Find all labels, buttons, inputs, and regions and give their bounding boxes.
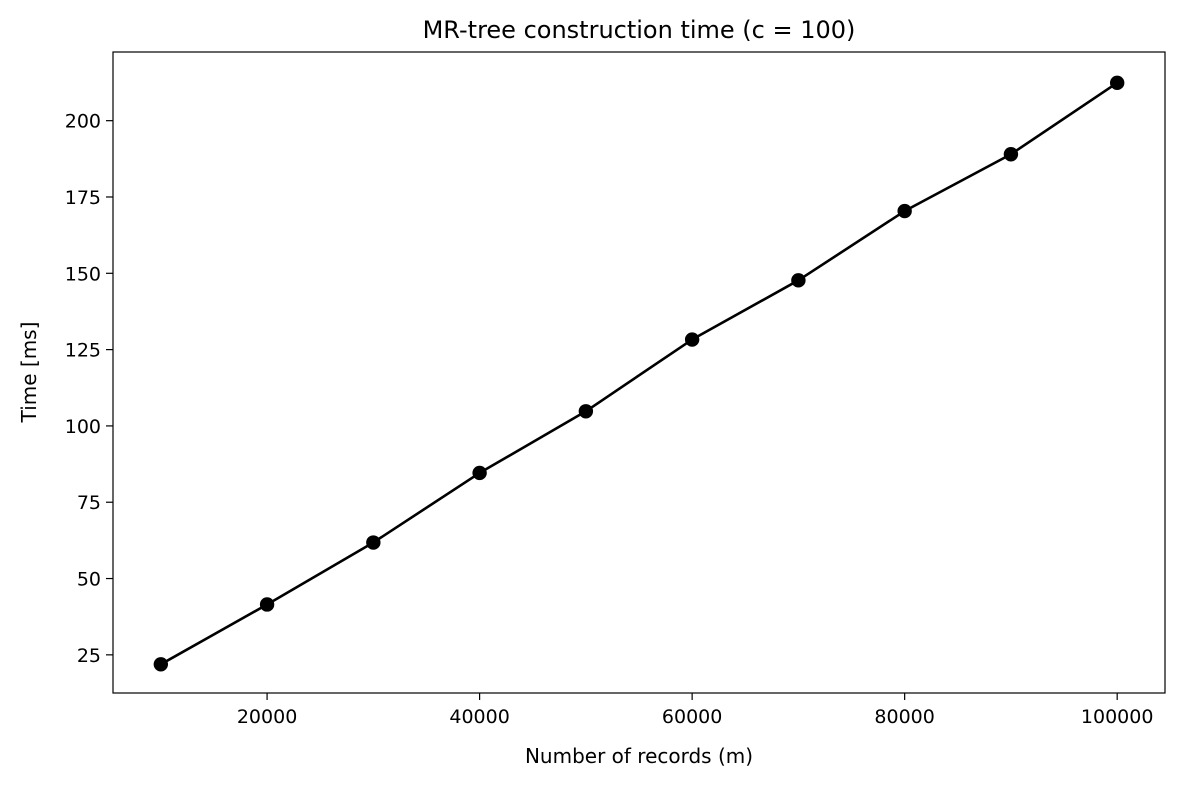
data-point bbox=[366, 535, 381, 550]
data-point bbox=[259, 597, 275, 612]
x-tick-label: 80000 bbox=[874, 706, 934, 728]
chart-title: MR-tree construction time (c = 100) bbox=[423, 16, 856, 44]
x-tick-label: 100000 bbox=[1081, 706, 1154, 728]
y-tick-label: 125 bbox=[65, 340, 101, 362]
series-layer bbox=[153, 75, 1125, 672]
y-tick-label: 100 bbox=[65, 416, 101, 438]
data-point bbox=[578, 404, 594, 419]
data-point bbox=[791, 273, 806, 288]
x-axis-label: Number of records (m) bbox=[525, 744, 753, 768]
y-axis-ticks: 25 50 75 100 125 150 175 200 bbox=[65, 111, 113, 667]
y-tick-label: 150 bbox=[65, 263, 101, 285]
data-point bbox=[684, 332, 700, 347]
y-tick-label: 25 bbox=[77, 645, 101, 667]
y-tick-label: 50 bbox=[77, 569, 101, 591]
y-tick-label: 75 bbox=[77, 492, 101, 514]
data-point bbox=[472, 465, 487, 481]
series-line bbox=[160, 81, 1118, 666]
data-point bbox=[1109, 75, 1125, 91]
y-axis-label: Time [ms] bbox=[17, 322, 41, 424]
x-tick-label: 60000 bbox=[662, 706, 722, 728]
x-tick-label: 20000 bbox=[237, 706, 297, 728]
x-tick-label: 40000 bbox=[449, 706, 509, 728]
plot-area: 20000 40000 60000 80000 100000 25 50 75 100 125 1… bbox=[65, 51, 1166, 728]
axes-frame bbox=[112, 51, 1166, 694]
data-point bbox=[897, 203, 912, 219]
x-axis-ticks: 20000 40000 60000 80000 100000 bbox=[237, 693, 1154, 728]
data-point bbox=[1003, 147, 1019, 162]
y-tick-label: 200 bbox=[65, 111, 101, 133]
y-tick-label: 175 bbox=[65, 187, 101, 209]
data-point bbox=[153, 657, 169, 672]
